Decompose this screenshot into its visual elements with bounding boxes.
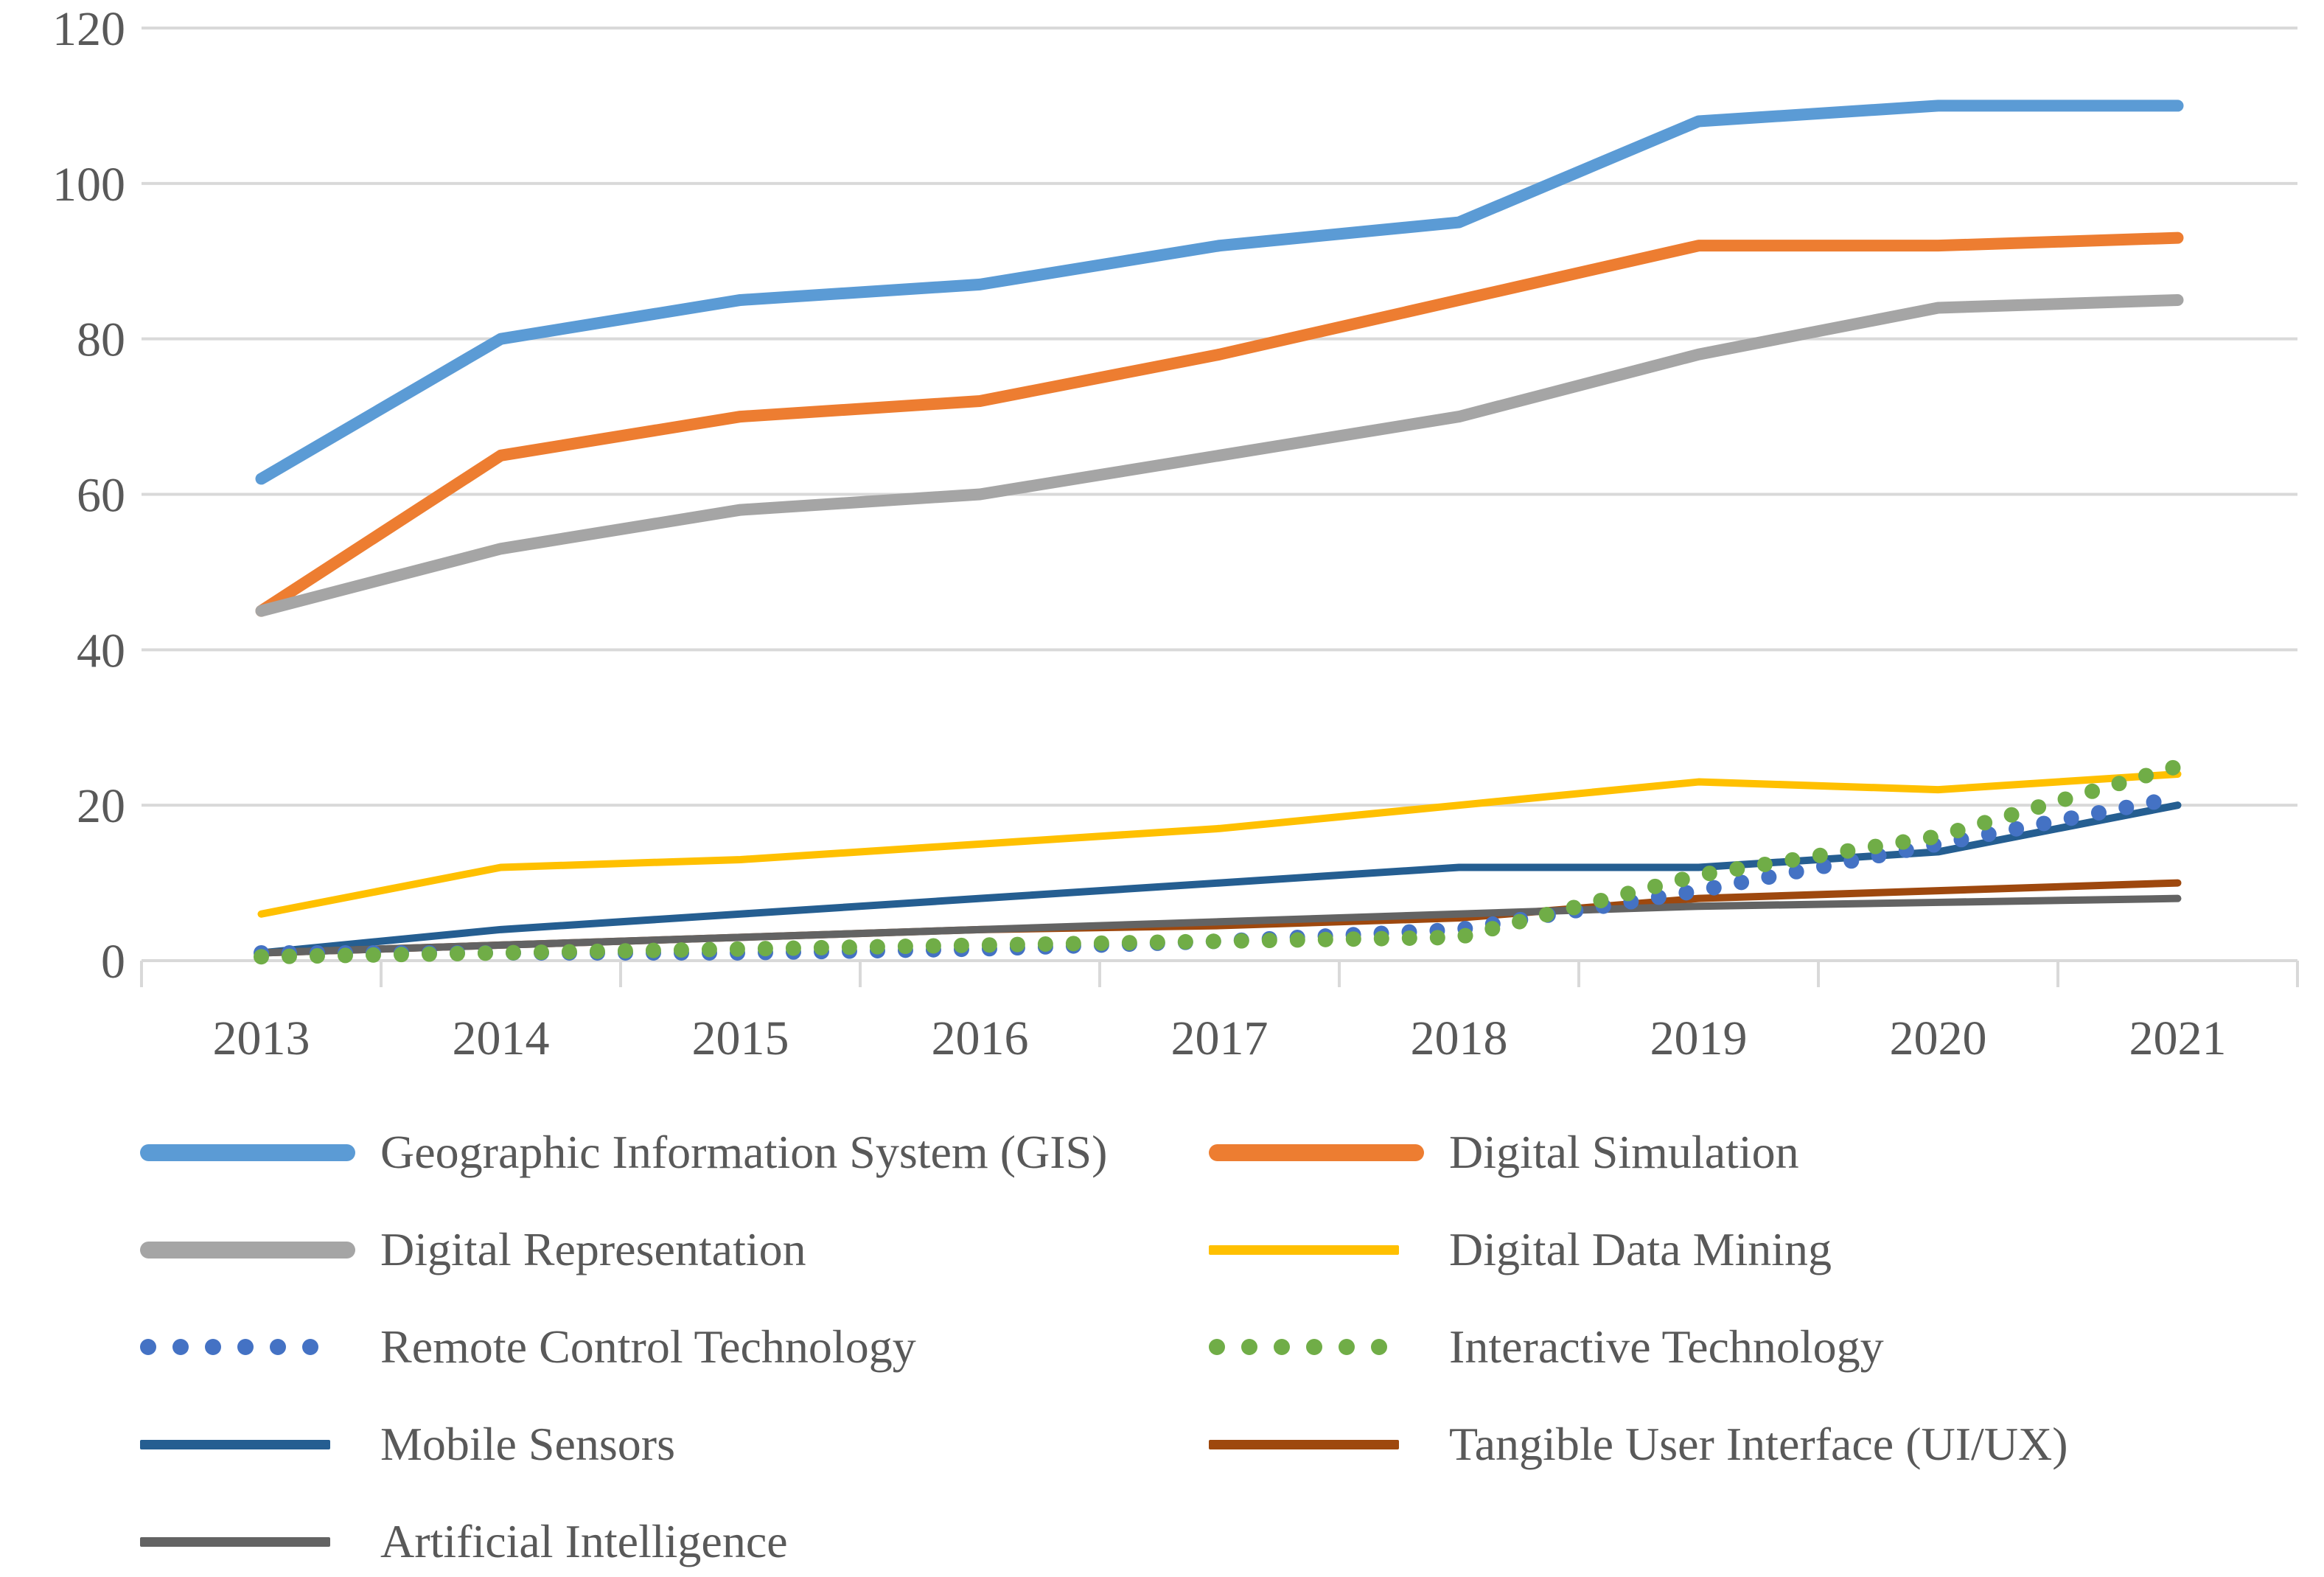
legend-item-digital-simulation: Digital Simulation [1209, 1129, 2263, 1176]
legend-line-swatch [1209, 1244, 1399, 1255]
y-axis-tick-label: 0 [101, 935, 125, 989]
chart-canvas: 0 20 40 60 80 100 120 2013 2014 2015 2016 2017 2018 2… [52, 2, 2299, 1065]
legend-dot [270, 1339, 286, 1355]
legend-swatch-digital-representation [140, 1241, 355, 1259]
legend-dot [1241, 1339, 1257, 1355]
legend-swatch-artificial-intelligence [140, 1536, 355, 1547]
legend-label-mobile-sensors: Mobile Sensors [380, 1418, 675, 1470]
x-axis-label: 2020 [1890, 1012, 1987, 1065]
legend-dotted-line-swatch [140, 1339, 318, 1355]
series-line-artificial-intelligence [257, 894, 2182, 957]
legend-item-remote-control: Remote Control Technology [140, 1323, 1209, 1371]
x-axis-label: 2013 [213, 1012, 310, 1065]
legend-item-tangible-ui: Tangible User Interface (UI/UX) [1209, 1421, 2263, 1468]
x-axis-label: 2019 [1650, 1012, 1748, 1065]
legend-item-gis: Geographic Information System (GIS) [140, 1129, 1209, 1176]
x-axis-label: 2016 [932, 1012, 1029, 1065]
legend-line-swatch [140, 1143, 355, 1161]
y-axis-tick-label: 120 [52, 2, 125, 56]
series-line-digital-representation [255, 293, 2184, 617]
legend-swatch-gis [140, 1143, 355, 1161]
legend-dot [1209, 1339, 1225, 1355]
legend-line-swatch [140, 1536, 330, 1547]
legend-line-swatch [140, 1439, 330, 1449]
x-axis-label: 2017 [1171, 1012, 1269, 1065]
legend-label-digital-representation: Digital Representation [380, 1223, 806, 1275]
legend-line-swatch [1209, 1143, 1424, 1161]
x-axis-label: 2014 [453, 1012, 550, 1065]
chart-legend: Geographic Information System (GIS) Digi… [140, 1104, 2263, 1577]
x-axis-label: 2018 [1411, 1012, 1508, 1065]
legend-swatch-remote-control [140, 1339, 355, 1355]
legend-label-interactive-technology: Interactive Technology [1449, 1320, 1884, 1373]
legend-dot [1371, 1339, 1387, 1355]
series-line-digital-data-mining [257, 770, 2182, 918]
legend-label-digital-simulation: Digital Simulation [1449, 1126, 1799, 1178]
legend-item-interactive-technology: Interactive Technology [1209, 1323, 2263, 1371]
legend-dot [1274, 1339, 1290, 1355]
legend-label-tangible-ui: Tangible User Interface (UI/UX) [1449, 1418, 2068, 1470]
x-axis-label: 2021 [2129, 1012, 2227, 1065]
series-line-digital-simulation [255, 231, 2184, 617]
legend-dot [1306, 1339, 1322, 1355]
legend-swatch-tangible-ui [1209, 1439, 1424, 1449]
series-line-interactive-technology [254, 758, 2185, 965]
legend-dotted-line-swatch [1209, 1339, 1387, 1355]
legend-label-gis: Geographic Information System (GIS) [380, 1126, 1108, 1178]
legend-swatch-digital-data-mining [1209, 1244, 1424, 1255]
series-line-mobile-sensors [257, 801, 2182, 957]
legend-label-digital-data-mining: Digital Data Mining [1449, 1223, 1832, 1275]
legend-dot [140, 1339, 156, 1355]
y-axis-tick-label: 60 [77, 469, 125, 523]
legend-line-swatch [140, 1241, 355, 1259]
legend-item-mobile-sensors: Mobile Sensors [140, 1421, 1209, 1468]
y-axis-tick-label: 80 [77, 313, 125, 367]
legend-swatch-mobile-sensors [140, 1439, 355, 1449]
legend-swatch-digital-simulation [1209, 1143, 1424, 1161]
legend-dot [172, 1339, 189, 1355]
legend-dot [302, 1339, 318, 1355]
y-axis-tick-label: 20 [77, 779, 125, 833]
y-axis-tick-label: 100 [52, 158, 125, 212]
legend-dot [1339, 1339, 1355, 1355]
series-line-geographic-information-system-gis [255, 100, 2184, 485]
legend-item-digital-data-mining: Digital Data Mining [1209, 1226, 2263, 1273]
legend-label-artificial-intelligence: Artificial Intelligence [380, 1515, 788, 1567]
legend-item-digital-representation: Digital Representation [140, 1226, 1209, 1273]
y-axis-tick-label: 40 [77, 624, 125, 678]
legend-line-swatch [1209, 1439, 1399, 1449]
legend-label-remote-control: Remote Control Technology [380, 1320, 916, 1373]
legend-item-artificial-intelligence: Artificial Intelligence [140, 1518, 1209, 1565]
legend-swatch-interactive-technology [1209, 1339, 1424, 1355]
legend-dot [205, 1339, 221, 1355]
legend-dot [237, 1339, 254, 1355]
x-axis-label: 2015 [692, 1012, 789, 1065]
